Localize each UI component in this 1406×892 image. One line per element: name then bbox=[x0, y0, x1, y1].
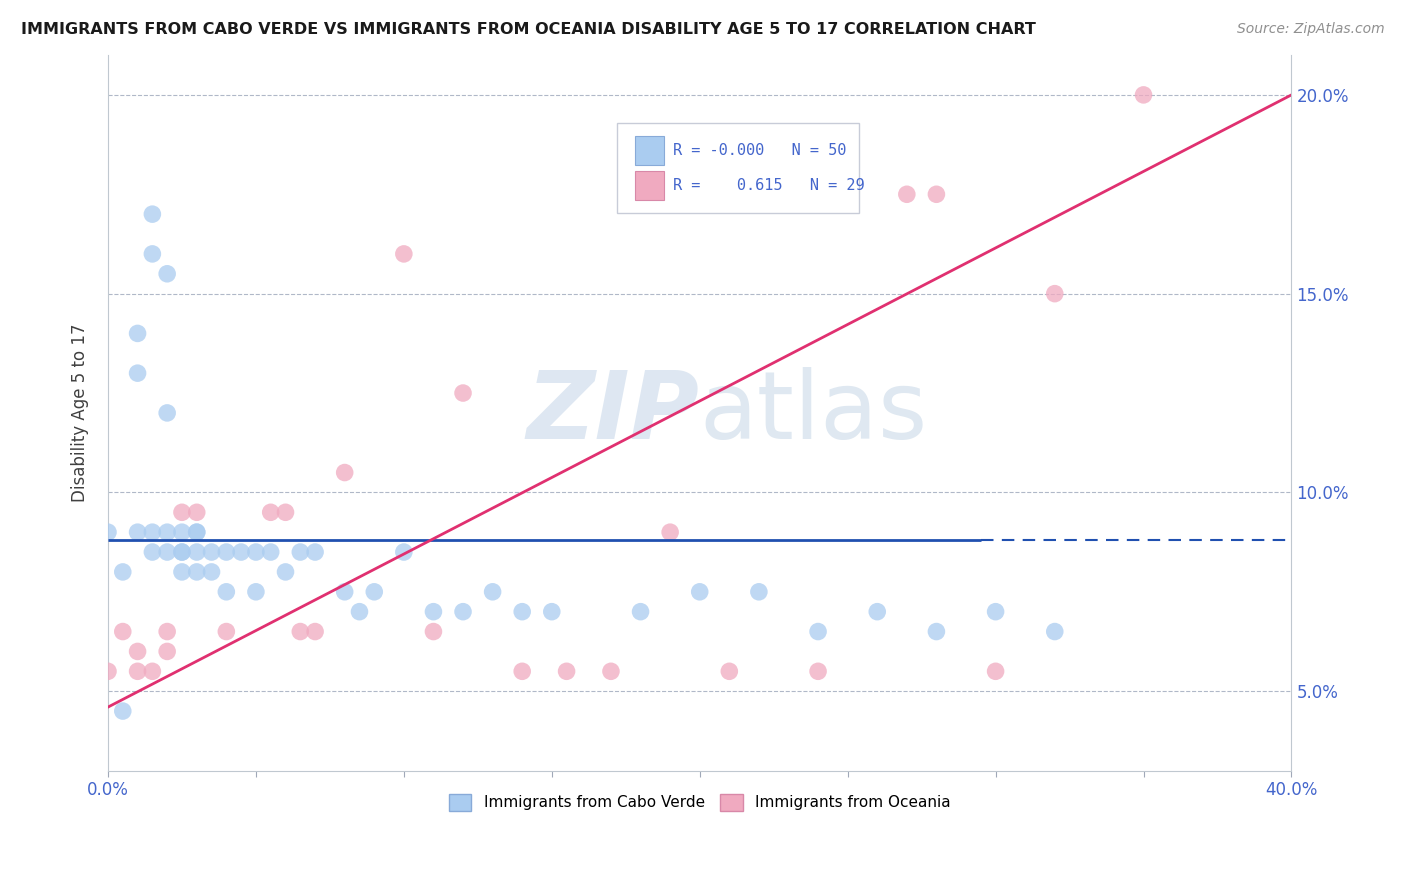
Point bbox=[510, 605, 533, 619]
Point bbox=[245, 545, 267, 559]
Point bbox=[349, 605, 371, 619]
Point bbox=[866, 605, 889, 619]
Point bbox=[245, 584, 267, 599]
Point bbox=[111, 624, 134, 639]
Point bbox=[127, 644, 149, 658]
Point bbox=[170, 545, 193, 559]
Point bbox=[260, 505, 283, 519]
Point bbox=[718, 665, 741, 679]
Point bbox=[215, 545, 238, 559]
Point bbox=[127, 665, 149, 679]
Point bbox=[127, 366, 149, 380]
Point bbox=[141, 207, 163, 221]
Point bbox=[186, 525, 208, 540]
Text: Source: ZipAtlas.com: Source: ZipAtlas.com bbox=[1237, 22, 1385, 37]
Point bbox=[689, 584, 711, 599]
Point bbox=[555, 665, 578, 679]
Point bbox=[97, 665, 120, 679]
Point bbox=[111, 704, 134, 718]
Point bbox=[215, 624, 238, 639]
Point bbox=[186, 565, 208, 579]
Point bbox=[200, 565, 222, 579]
Point bbox=[186, 525, 208, 540]
Point bbox=[127, 525, 149, 540]
Point bbox=[260, 545, 283, 559]
Point bbox=[290, 545, 312, 559]
Point bbox=[170, 545, 193, 559]
Point bbox=[392, 247, 415, 261]
Point bbox=[630, 605, 652, 619]
Point bbox=[170, 525, 193, 540]
Point bbox=[451, 605, 474, 619]
FancyBboxPatch shape bbox=[617, 123, 859, 212]
Point bbox=[1043, 624, 1066, 639]
Point bbox=[170, 565, 193, 579]
Point bbox=[156, 644, 179, 658]
FancyBboxPatch shape bbox=[634, 171, 664, 200]
Point bbox=[186, 505, 208, 519]
Point bbox=[1043, 286, 1066, 301]
Point bbox=[422, 624, 444, 639]
Point bbox=[807, 665, 830, 679]
Point bbox=[141, 665, 163, 679]
Text: atlas: atlas bbox=[700, 367, 928, 458]
Text: ZIP: ZIP bbox=[527, 367, 700, 458]
Point bbox=[984, 665, 1007, 679]
Legend: Immigrants from Cabo Verde, Immigrants from Oceania: Immigrants from Cabo Verde, Immigrants f… bbox=[443, 788, 957, 817]
Point bbox=[200, 545, 222, 559]
Text: R = -0.000   N = 50: R = -0.000 N = 50 bbox=[672, 143, 846, 158]
Point bbox=[290, 624, 312, 639]
Point bbox=[600, 665, 623, 679]
Point bbox=[984, 605, 1007, 619]
Point bbox=[186, 545, 208, 559]
Point bbox=[333, 584, 356, 599]
Point bbox=[510, 665, 533, 679]
Point bbox=[925, 624, 948, 639]
Point bbox=[896, 187, 918, 202]
Point bbox=[141, 247, 163, 261]
Point bbox=[304, 624, 326, 639]
Point bbox=[363, 584, 385, 599]
Point bbox=[748, 584, 770, 599]
Point bbox=[141, 525, 163, 540]
Point bbox=[231, 545, 253, 559]
Text: IMMIGRANTS FROM CABO VERDE VS IMMIGRANTS FROM OCEANIA DISABILITY AGE 5 TO 17 COR: IMMIGRANTS FROM CABO VERDE VS IMMIGRANTS… bbox=[21, 22, 1036, 37]
Point bbox=[807, 624, 830, 639]
Point bbox=[156, 624, 179, 639]
Point bbox=[156, 525, 179, 540]
Point bbox=[925, 187, 948, 202]
Point bbox=[215, 584, 238, 599]
Point bbox=[97, 525, 120, 540]
Y-axis label: Disability Age 5 to 17: Disability Age 5 to 17 bbox=[72, 324, 89, 502]
Point bbox=[481, 584, 503, 599]
Point bbox=[392, 545, 415, 559]
Point bbox=[422, 605, 444, 619]
Point bbox=[111, 565, 134, 579]
Point bbox=[333, 466, 356, 480]
Point bbox=[1132, 87, 1154, 102]
Point bbox=[170, 505, 193, 519]
Point bbox=[156, 267, 179, 281]
Point bbox=[540, 605, 562, 619]
Point bbox=[141, 545, 163, 559]
Point bbox=[274, 565, 297, 579]
FancyBboxPatch shape bbox=[634, 136, 664, 165]
Point bbox=[156, 545, 179, 559]
Text: R =    0.615   N = 29: R = 0.615 N = 29 bbox=[672, 178, 865, 193]
Point bbox=[304, 545, 326, 559]
Point bbox=[451, 386, 474, 401]
Point bbox=[659, 525, 682, 540]
Point bbox=[127, 326, 149, 341]
Point bbox=[156, 406, 179, 420]
Point bbox=[274, 505, 297, 519]
